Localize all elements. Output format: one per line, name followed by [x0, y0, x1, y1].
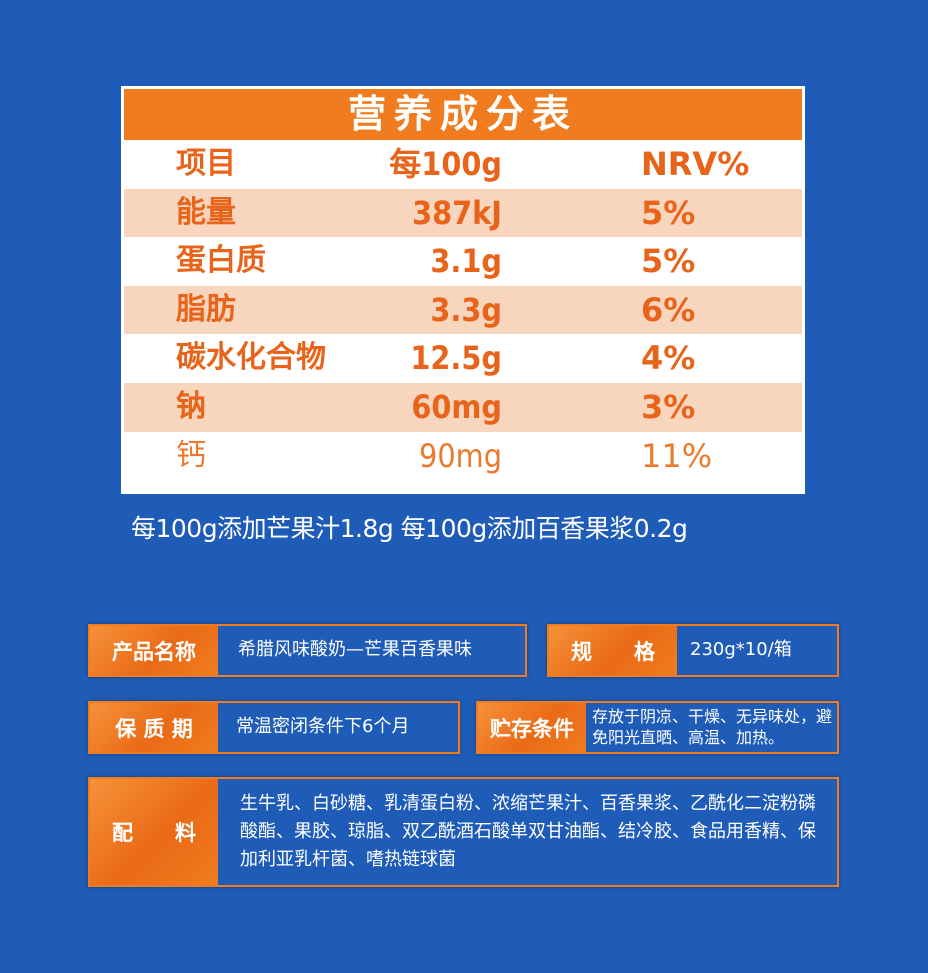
nutrition-row: 蛋白质 3.1g 5%: [124, 237, 802, 286]
nutrition-title: 营养成分表: [124, 89, 802, 140]
nutrient-value: 3.3g: [430, 290, 502, 329]
nutrient-nrv: 4%: [641, 339, 696, 378]
nutrient-nrv: 5%: [641, 193, 696, 232]
nutrition-header-row: 项目 每100g NRV%: [124, 140, 802, 189]
nutrition-row: 能量 387kJ 5%: [124, 188, 802, 238]
nutrient-nrv: 3%: [641, 387, 696, 426]
nutrition-table: 营养成分表 项目 每100g NRV% 能量 387kJ 5% 蛋白质 3.1g…: [121, 86, 805, 494]
ingredients-label: 配 料: [90, 779, 218, 885]
storage-value: 存放于阴凉、干燥、无异味处，避免阳光直晒、高温、加热。: [592, 706, 833, 747]
nutrient-value: 60mg: [411, 387, 502, 426]
header-nrv: NRV%: [641, 145, 750, 183]
ingredients-value: 生牛乳、白砂糖、乳清蛋白粉、浓缩芒果汁、百香果浆、乙酰化二淀粉磷酸酯、果胶、琼脂…: [240, 793, 816, 870]
spec-value: 230g*10/箱: [690, 639, 792, 661]
header-item: 项目: [176, 146, 236, 181]
product-name-value: 希腊风味酸奶—芒果百香果味: [238, 639, 472, 661]
additive-note: 每100g添加芒果汁1.8g 每100g添加百香果浆0.2g: [131, 514, 688, 543]
ingredients-box: 配 料 生牛乳、白砂糖、乳清蛋白粉、浓缩芒果汁、百香果浆、乙酰化二淀粉磷酸酯、果…: [88, 777, 839, 887]
nutrient-value: 12.5g: [410, 339, 502, 378]
nutrient-nrv: 11%: [641, 436, 713, 475]
nutrition-row: 脂肪 3.3g 6%: [124, 285, 802, 335]
nutrition-row: 钠 60mg 3%: [124, 382, 802, 432]
nutrient-value: 387kJ: [412, 193, 502, 232]
nutrient-name: 能量: [176, 194, 236, 230]
storage-box: 贮存条件 存放于阴凉、干燥、无异味处，避免阳光直晒、高温、加热。: [476, 701, 839, 754]
nutrient-value: 90mg: [419, 436, 502, 475]
storage-label: 贮存条件: [478, 703, 586, 752]
nutrient-name: 钠: [176, 388, 206, 424]
shelf-life-value: 常温密闭条件下6个月: [236, 716, 410, 738]
header-per-100g: 每100g: [389, 145, 502, 183]
product-name-box: 产品名称 希腊风味酸奶—芒果百香果味: [88, 624, 527, 677]
spec-box: 规 格 230g*10/箱: [547, 624, 839, 677]
nutrient-name: 脂肪: [176, 291, 236, 327]
nutrient-nrv: 5%: [641, 242, 696, 281]
product-name-label: 产品名称: [90, 626, 218, 675]
nutrient-name: 碳水化合物: [176, 340, 326, 376]
nutrient-name: 钙: [176, 437, 206, 473]
shelf-life-box: 保 质 期 常温密闭条件下6个月: [88, 701, 460, 754]
nutrient-nrv: 6%: [641, 290, 696, 329]
shelf-life-label: 保 质 期: [90, 703, 218, 752]
nutrient-name: 蛋白质: [176, 243, 266, 279]
nutrition-row: 碳水化合物 12.5g 4%: [124, 334, 802, 383]
nutrient-value: 3.1g: [430, 242, 502, 281]
spec-label: 规 格: [549, 626, 677, 675]
nutrition-row: 钙 90mg 11%: [124, 432, 802, 481]
